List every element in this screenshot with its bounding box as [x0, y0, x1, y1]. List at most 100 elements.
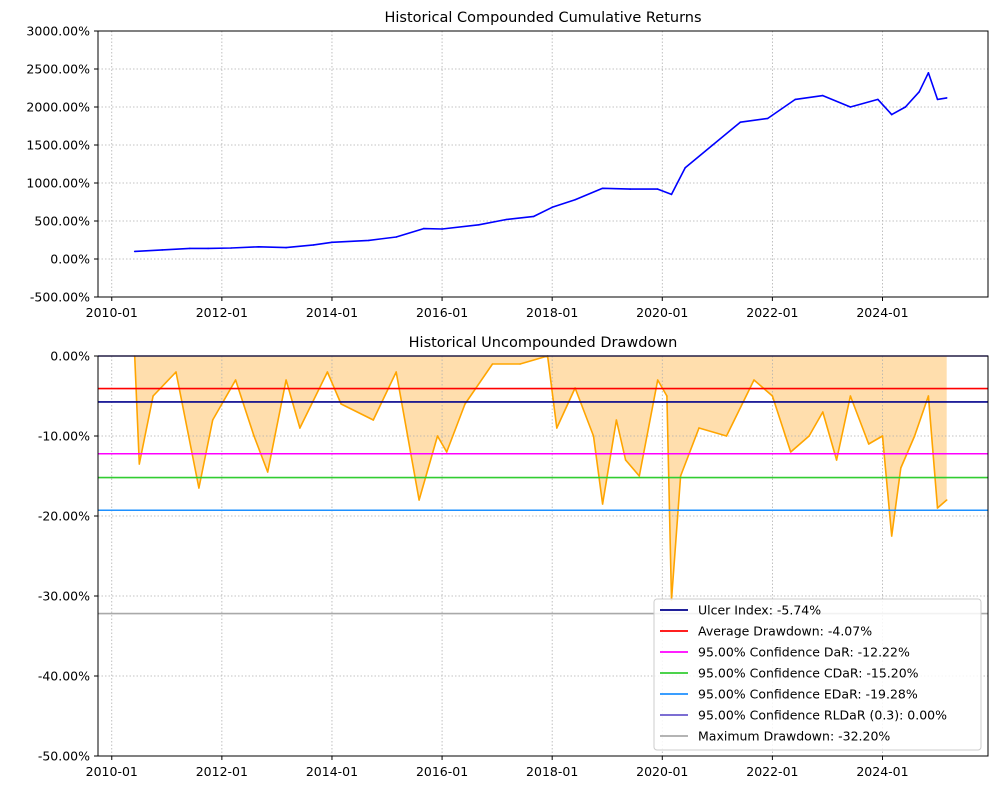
legend-label: 95.00% Confidence EDaR: -19.28%	[698, 687, 918, 702]
data-point	[418, 499, 420, 501]
x-tick-label: 2024-01	[856, 305, 908, 320]
data-point	[556, 427, 558, 429]
y-tick-label: 500.00%	[34, 214, 90, 229]
data-point	[698, 427, 700, 429]
data-point	[835, 459, 838, 461]
data-point	[822, 411, 824, 413]
legend-items: Ulcer Index: -5.74% Average Drawdown: -4.…	[660, 603, 947, 744]
data-point	[670, 193, 673, 196]
data-point	[464, 403, 466, 405]
returns-plot-area	[98, 31, 988, 297]
data-point	[491, 363, 494, 365]
x-tick-label: 2014-01	[306, 764, 358, 779]
data-point	[422, 227, 425, 230]
legend-label: Average Drawdown: -4.07%	[698, 624, 872, 639]
x-tick-label: 2010-01	[86, 305, 138, 320]
data-point	[257, 246, 260, 248]
x-tick-label: 2022-01	[746, 305, 798, 320]
drawdown-y-axis: 0.00% -10.00% -20.00% -30.00% -40.00% -50.00%	[38, 349, 98, 764]
x-tick-label: 2012-01	[196, 305, 248, 320]
data-point	[601, 503, 604, 505]
data-point	[945, 97, 948, 99]
data-point	[340, 403, 342, 405]
data-point	[725, 435, 728, 437]
data-point	[927, 72, 930, 74]
data-point	[161, 249, 163, 251]
data-point	[808, 435, 810, 437]
data-point	[601, 187, 604, 190]
data-point	[372, 419, 375, 421]
legend-label: 95.00% Confidence DaR: -12.22%	[698, 645, 910, 660]
data-point	[326, 371, 329, 373]
data-point	[312, 244, 315, 246]
data-point	[629, 188, 631, 190]
legend-label: 95.00% Confidence RLDaR (0.3): 0.00%	[698, 708, 947, 723]
data-point	[753, 379, 755, 381]
data-point	[175, 371, 177, 373]
drawdown-chart-title: Historical Uncompounded Drawdown	[409, 335, 678, 351]
data-point	[849, 106, 852, 108]
data-point	[299, 427, 301, 429]
data-point	[207, 247, 209, 250]
y-tick-label: 0.00%	[50, 349, 90, 364]
returns-chart: Historical Compounded Cumulative Returns…	[26, 10, 989, 320]
data-point	[436, 435, 439, 437]
data-point	[133, 250, 136, 253]
returns-plot-frame	[97, 30, 989, 298]
data-point	[877, 98, 879, 101]
returns-y-axis: -500.00% 0.00% 500.00% 1000.00% 1500.00% 2000…	[26, 24, 98, 305]
data-point	[551, 206, 553, 209]
y-tick-label: -50.00%	[38, 749, 90, 764]
data-point	[936, 98, 939, 101]
data-point	[684, 167, 686, 169]
x-tick-label: 2012-01	[196, 764, 248, 779]
drawdown-fill	[134, 356, 947, 600]
y-tick-label: -20.00%	[38, 509, 90, 524]
data-point	[230, 247, 232, 249]
y-tick-label: -10.00%	[38, 429, 90, 444]
y-tick-label: 2000.00%	[26, 100, 90, 115]
data-point	[656, 379, 659, 381]
data-point	[505, 218, 508, 221]
data-point	[881, 435, 884, 437]
returns-series	[133, 72, 948, 253]
x-tick-label: 2018-01	[526, 764, 578, 779]
data-point	[638, 475, 641, 477]
y-tick-label: 3000.00%	[26, 24, 90, 39]
data-point	[395, 371, 398, 373]
data-point	[367, 239, 370, 242]
y-tick-label: 1000.00%	[26, 176, 90, 191]
data-point	[767, 117, 769, 120]
data-point	[890, 535, 893, 537]
drawdown-chart: Historical Uncompounded Drawdown 2010-01…	[38, 335, 989, 779]
data-point	[211, 419, 214, 421]
returns-chart-title: Historical Compounded Cumulative Returns	[384, 10, 701, 26]
y-tick-label: 0.00%	[50, 252, 90, 267]
drawdown-legend: Ulcer Index: -5.74% Average Drawdown: -4.…	[653, 598, 982, 751]
drawdown-area	[134, 356, 947, 600]
x-tick-label: 2020-01	[636, 305, 688, 320]
data-point	[615, 419, 618, 421]
x-tick-label: 2016-01	[416, 305, 468, 320]
data-point	[904, 106, 907, 108]
data-point	[395, 236, 398, 238]
data-point	[711, 144, 714, 146]
drawdown-plot-frame	[97, 355, 989, 757]
data-point	[138, 463, 141, 465]
data-point	[592, 435, 595, 437]
data-point	[441, 228, 443, 230]
data-point	[789, 451, 792, 453]
data-point	[234, 379, 237, 381]
data-point	[656, 188, 659, 190]
x-tick-label: 2010-01	[86, 764, 138, 779]
data-point	[624, 459, 627, 461]
data-point	[771, 395, 774, 397]
drawdown-line	[133, 355, 948, 601]
x-tick-label: 2018-01	[526, 305, 578, 320]
data-point	[890, 113, 893, 116]
data-point	[739, 121, 742, 123]
legend-label: Ulcer Index: -5.74%	[698, 603, 821, 618]
data-point	[900, 467, 902, 469]
data-point	[945, 499, 948, 501]
